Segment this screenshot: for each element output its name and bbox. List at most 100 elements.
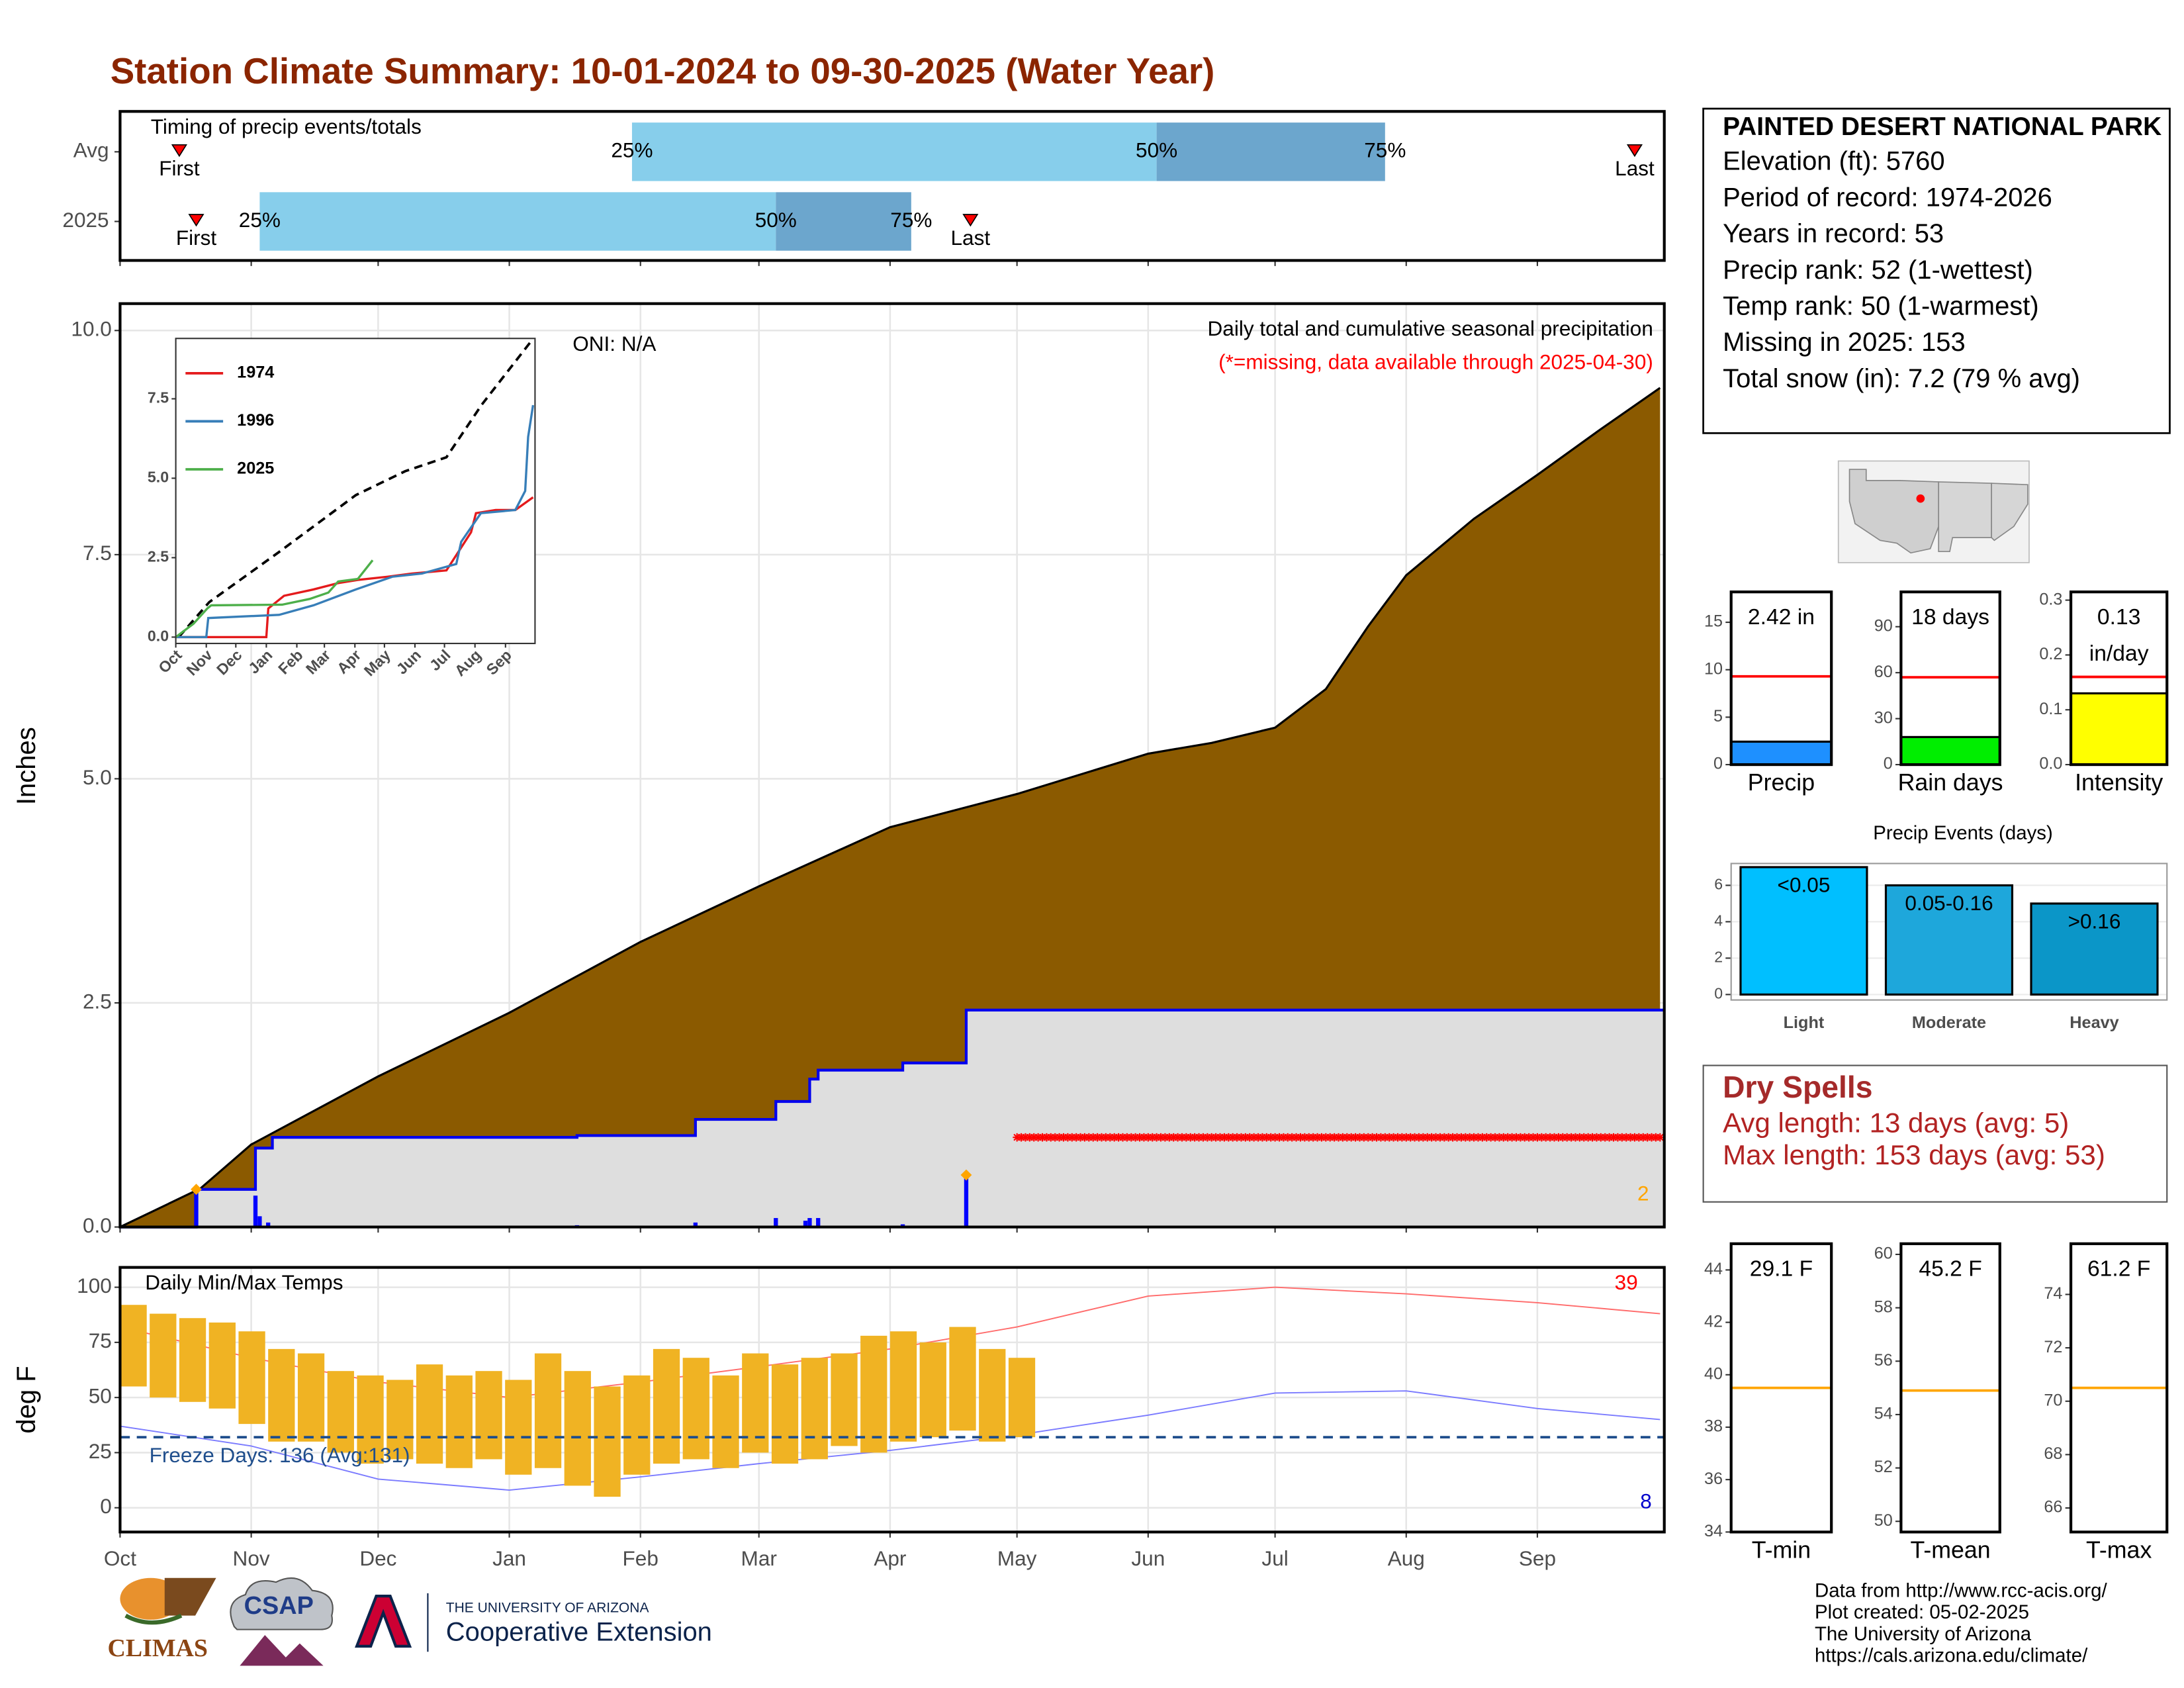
temp-bar: [771, 1364, 799, 1464]
temp-bar: [1008, 1358, 1036, 1438]
missing-marker: [1110, 1133, 1119, 1142]
missing-marker: [1283, 1133, 1293, 1142]
y-tick-label: 50: [89, 1383, 112, 1407]
x-tick-label: Feb: [623, 1546, 659, 1570]
event-label: First: [176, 226, 217, 250]
y-tick-label: 36: [1704, 1470, 1723, 1488]
event-label: Last: [1615, 156, 1655, 180]
temp-bar: [387, 1380, 414, 1460]
event-marker: [188, 214, 205, 227]
x-tick-label: Aug: [1388, 1546, 1425, 1570]
missing-marker: [1224, 1133, 1233, 1142]
missing-marker: [1228, 1133, 1237, 1142]
missing-marker: [1330, 1133, 1339, 1142]
footer-line: https://cals.arizona.edu/climate/: [1815, 1644, 2088, 1666]
missing-marker: [1651, 1133, 1661, 1142]
missing-marker: [1250, 1133, 1258, 1142]
daily-bar: [266, 1222, 271, 1227]
quartile-label: 25%: [239, 208, 281, 232]
y-tick-label: 74: [2044, 1284, 2062, 1303]
missing-marker: [1279, 1133, 1288, 1142]
station-line: Years in record: 53: [1723, 220, 1944, 250]
avg-min-line: [120, 1390, 1661, 1491]
missing-marker: [1258, 1133, 1267, 1142]
y-tick-label: 58: [1874, 1297, 1893, 1316]
missing-marker: [1287, 1133, 1297, 1142]
missing-marker: [1359, 1133, 1369, 1142]
missing-marker: [1541, 1133, 1551, 1142]
logo-csap: CSAP: [244, 1592, 314, 1620]
missing-marker: [1122, 1133, 1132, 1142]
quartile-label: 75%: [890, 208, 932, 232]
missing-marker: [1089, 1133, 1098, 1142]
temp-bar: [238, 1331, 265, 1425]
x-tick-label: Moderate: [1912, 1013, 1986, 1032]
x-tick-label: Jan: [492, 1546, 526, 1570]
count-label: 39: [1615, 1270, 1638, 1294]
plot-frame: [118, 110, 1666, 262]
missing-marker: [1621, 1133, 1631, 1142]
missing-marker: [1203, 1133, 1212, 1142]
annotation: (*=missing, data available through 2025-…: [1218, 350, 1653, 373]
y-tick-label: 5.0: [83, 765, 112, 789]
missing-marker: [1029, 1133, 1038, 1142]
x-tick-label: Mar: [741, 1546, 777, 1570]
bar: [1730, 740, 1833, 766]
station-line: Missing in 2025: 153: [1723, 328, 1966, 358]
footer-line: Plot created: 05-02-2025: [1815, 1601, 2029, 1623]
dry-spells-box: [1702, 1064, 2168, 1203]
y-tick-label: 7.5: [83, 541, 112, 565]
quartile-label: 50%: [755, 208, 797, 232]
missing-marker: [1402, 1133, 1411, 1142]
y-tick-label: 0: [1884, 755, 1893, 773]
missing-marker: [1059, 1133, 1068, 1142]
missing-marker: [1190, 1133, 1199, 1142]
missing-marker: [1046, 1133, 1056, 1142]
y-tick-label: 54: [1874, 1405, 1893, 1423]
map-state: [1991, 483, 2028, 541]
x-tick-label: Dec: [359, 1546, 396, 1570]
plot-frame: [1730, 863, 2168, 1001]
missing-marker: [1186, 1133, 1195, 1142]
current-area: [120, 1009, 1664, 1227]
y-tick-label: 10.0: [71, 317, 111, 341]
missing-marker: [1131, 1133, 1140, 1142]
x-tick-label: Sep: [1519, 1546, 1556, 1570]
y-tick-label: 6: [1714, 876, 1723, 893]
y-tick-label: 30: [1874, 708, 1893, 727]
y-tick-label: 34: [1704, 1522, 1723, 1540]
missing-marker: [1419, 1133, 1428, 1142]
y-tick-label: 44: [1704, 1260, 1723, 1278]
event-label: Last: [951, 226, 991, 250]
missing-marker: [1071, 1133, 1081, 1142]
logo-shape: [240, 1635, 324, 1666]
missing-marker: [1093, 1133, 1102, 1142]
y-tick-label: 2.5: [148, 548, 169, 565]
missing-marker: [1639, 1133, 1648, 1142]
missing-marker: [1490, 1133, 1500, 1142]
station-line: Total snow (in): 7.2 (79 % avg): [1723, 365, 2081, 395]
x-tick-label: Precip: [1748, 769, 1815, 796]
missing-marker: [1385, 1133, 1394, 1142]
temp-bar: [682, 1358, 709, 1460]
y-tick-label: 42: [1704, 1312, 1723, 1331]
plot-background: [175, 338, 535, 644]
missing-marker: [1647, 1133, 1656, 1142]
missing-marker: [1486, 1133, 1495, 1142]
missing-marker: [1140, 1133, 1148, 1142]
y-tick-label: 2025: [62, 208, 109, 232]
x-tick-label: T-max: [2086, 1536, 2152, 1563]
x-tick-label: Rain days: [1898, 769, 2003, 796]
missing-marker: [1440, 1133, 1449, 1142]
missing-marker: [1520, 1133, 1529, 1142]
daily-bar: [253, 1196, 258, 1227]
missing-marker: [1085, 1133, 1093, 1142]
missing-marker: [1512, 1133, 1521, 1142]
missing-marker: [1237, 1133, 1246, 1142]
station-info: PAINTED DESERT NATIONAL PARK Elevation (…: [1723, 111, 2161, 395]
missing-marker: [1617, 1133, 1627, 1142]
missing-marker: [1342, 1133, 1351, 1142]
dry-spell-line: Max length: 153 days (avg: 53): [1723, 1141, 2105, 1172]
y-tick-label: 0: [1714, 985, 1723, 1002]
